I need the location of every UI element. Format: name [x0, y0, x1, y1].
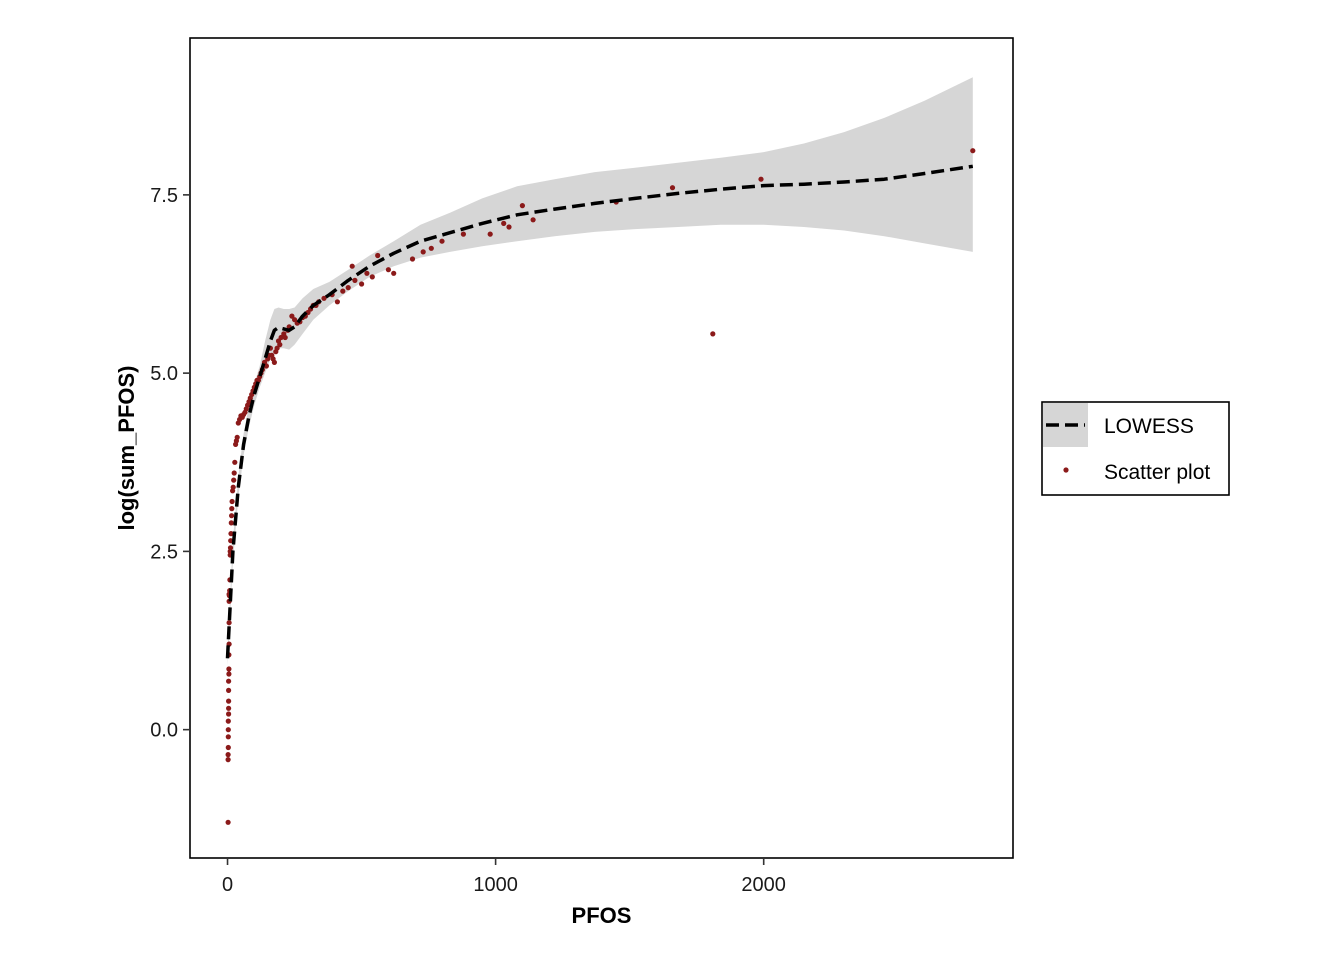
- scatter-point: [487, 231, 493, 237]
- scatter-point: [501, 220, 507, 226]
- scatter-point: [340, 288, 346, 294]
- legend: LOWESS Scatter plot: [1041, 401, 1230, 496]
- scatter-point: [229, 506, 235, 512]
- scatter-point: [409, 256, 416, 262]
- y-tick-label: 2.5: [150, 541, 178, 563]
- scatter-point: [274, 345, 280, 351]
- scatter-point: [375, 252, 381, 259]
- scatter-point: [970, 148, 976, 154]
- scatter-point: [271, 359, 277, 365]
- scatter-point: [277, 342, 283, 348]
- x-tick-label: 0: [222, 874, 233, 896]
- scatter-point: [506, 224, 512, 230]
- scatter-point: [345, 285, 351, 291]
- x-tick-label: 1000: [473, 874, 518, 896]
- scatter-point: [226, 666, 232, 672]
- scatter-point: [385, 267, 391, 273]
- x-axis-title: PFOS: [572, 903, 632, 928]
- scatter-point: [227, 545, 234, 551]
- x-axis: 0 1000 2000: [222, 858, 786, 896]
- scatter-point: [225, 752, 231, 758]
- y-axis-title: log(sum_PFOS): [114, 365, 139, 530]
- scatter-point: [226, 671, 232, 677]
- plot-frame: [189, 37, 1014, 859]
- y-tick-label: 5.0: [150, 363, 178, 385]
- scatter-point: [519, 203, 526, 209]
- y-tick-label: 7.5: [150, 185, 178, 207]
- scatter-point: [231, 477, 237, 483]
- scatter-point: [226, 620, 232, 626]
- scatter-point: [231, 470, 237, 476]
- scatter-point: [278, 334, 284, 341]
- scatter-point: [460, 231, 466, 237]
- legend-key-scatter: [1063, 467, 1069, 473]
- scatter-point: [369, 274, 375, 280]
- scatter-point: [530, 217, 536, 223]
- x-tick-label: 2000: [741, 874, 786, 896]
- confidence-band-layer: [227, 77, 973, 666]
- scatter-point: [669, 185, 676, 191]
- scatter-point: [225, 734, 231, 740]
- scatter-point: [349, 263, 355, 269]
- scatter-point: [225, 727, 231, 733]
- scatter-point: [228, 531, 234, 537]
- scatter-point: [225, 819, 231, 825]
- scatter-point: [321, 295, 327, 301]
- scatter-point: [226, 698, 232, 704]
- scatter-point: [225, 744, 231, 751]
- lowess-confidence-band: [227, 77, 973, 666]
- y-axis: 0.0 2.5 5.0 7.5: [150, 185, 190, 742]
- scatter-point: [710, 331, 716, 337]
- scatter-point: [225, 757, 231, 763]
- scatter-point: [229, 513, 235, 519]
- lowess-line: [225, 164, 974, 659]
- scatter-point: [439, 238, 445, 244]
- scatter-point: [391, 270, 397, 276]
- scatter-point: [234, 434, 240, 440]
- scatter-point: [226, 705, 232, 711]
- scatter-point: [428, 245, 434, 251]
- scatter-point: [228, 520, 234, 526]
- scatter-point: [420, 249, 426, 255]
- legend-label-lowess: LOWESS: [1104, 415, 1194, 438]
- scatter-point: [229, 498, 235, 505]
- scatter-point: [226, 687, 232, 694]
- scatter-point: [289, 313, 295, 319]
- scatter-point: [359, 281, 365, 287]
- scatter-point: [225, 718, 231, 724]
- scatter-point: [226, 678, 232, 684]
- scatter-point: [352, 277, 358, 283]
- scatter-point: [230, 484, 236, 490]
- y-tick-label: 0.0: [150, 720, 178, 742]
- scatter-point: [232, 459, 238, 465]
- scatter-point: [334, 299, 340, 305]
- legend-label-scatter: Scatter plot: [1104, 461, 1210, 484]
- scatter-point: [758, 176, 764, 182]
- scatter-point: [226, 711, 232, 717]
- lowess-line-layer: [225, 164, 974, 659]
- scatter-point: [282, 334, 288, 341]
- scatter-point: [364, 270, 370, 276]
